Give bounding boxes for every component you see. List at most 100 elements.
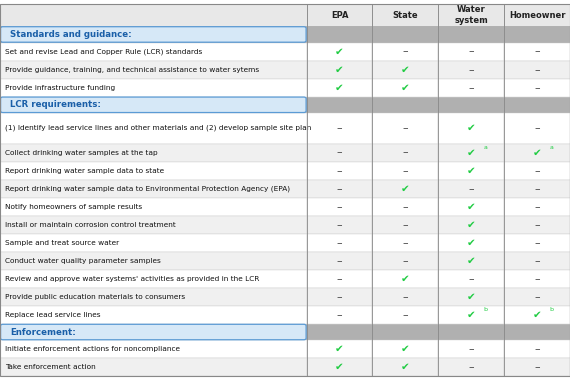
Text: –: – (402, 292, 408, 302)
Bar (373, 198, 438, 216)
Text: Replace lead service lines: Replace lead service lines (5, 312, 100, 318)
Text: ✔: ✔ (533, 310, 542, 320)
Bar (438, 144, 504, 162)
Text: –: – (337, 184, 343, 194)
Bar (307, 60, 373, 79)
Text: –: – (534, 123, 540, 133)
Bar (438, 113, 504, 144)
Bar (0, 60, 307, 79)
Bar (307, 198, 373, 216)
Text: ✔: ✔ (467, 147, 475, 158)
Text: Enforcement:: Enforcement: (10, 328, 76, 337)
Bar (438, 252, 504, 270)
Text: EPA: EPA (331, 11, 348, 20)
Text: –: – (402, 166, 408, 176)
Bar (307, 79, 373, 97)
Bar (373, 288, 438, 306)
Text: –: – (534, 256, 540, 266)
Bar (438, 340, 504, 358)
Bar (0, 306, 307, 324)
Bar (504, 60, 570, 79)
Bar (373, 60, 438, 79)
Bar (373, 180, 438, 198)
Text: ✔: ✔ (335, 47, 344, 57)
Text: –: – (337, 274, 343, 284)
Bar (307, 306, 373, 324)
Bar (438, 234, 504, 252)
Bar (307, 43, 373, 60)
Text: –: – (469, 274, 474, 284)
Text: –: – (534, 47, 540, 57)
FancyBboxPatch shape (1, 324, 306, 340)
Text: ✔: ✔ (467, 292, 475, 302)
Bar (373, 340, 438, 358)
Text: LCR requirements:: LCR requirements: (10, 100, 101, 109)
Text: ✔: ✔ (401, 184, 410, 194)
Text: Install or maintain corrosion control treatment: Install or maintain corrosion control tr… (5, 222, 176, 228)
Text: ✔: ✔ (467, 238, 475, 248)
Text: –: – (534, 184, 540, 194)
Text: ✔: ✔ (401, 65, 410, 74)
Text: Report drinking water sample data to state: Report drinking water sample data to sta… (5, 168, 164, 174)
Text: ✔: ✔ (401, 83, 410, 93)
Text: –: – (402, 310, 408, 320)
Bar (307, 180, 373, 198)
Bar (504, 288, 570, 306)
Bar (504, 306, 570, 324)
Text: State: State (393, 11, 418, 20)
Bar (438, 43, 504, 60)
Bar (0, 358, 307, 376)
Bar (504, 340, 570, 358)
Bar (0, 252, 307, 270)
Bar (307, 340, 373, 358)
Text: –: – (534, 362, 540, 372)
Text: b: b (549, 307, 553, 312)
Bar (373, 234, 438, 252)
Bar (504, 216, 570, 234)
Text: –: – (402, 147, 408, 158)
Bar (438, 79, 504, 97)
Text: –: – (402, 123, 408, 133)
Bar (504, 113, 570, 144)
Bar (307, 4, 373, 26)
Text: ✔: ✔ (467, 123, 475, 133)
Text: –: – (337, 147, 343, 158)
Text: ✔: ✔ (401, 344, 410, 354)
Bar (0, 216, 307, 234)
Text: –: – (402, 220, 408, 230)
Text: Provide infrastructure funding: Provide infrastructure funding (5, 85, 115, 91)
Text: Take enforcement action: Take enforcement action (5, 364, 95, 370)
Bar (0, 162, 307, 180)
Text: a: a (549, 145, 553, 150)
Bar (0, 79, 307, 97)
Text: Standards and guidance:: Standards and guidance: (10, 30, 132, 39)
Bar (373, 162, 438, 180)
Text: –: – (534, 202, 540, 212)
Text: Collect drinking water samples at the tap: Collect drinking water samples at the ta… (5, 150, 157, 155)
Bar (438, 4, 504, 26)
Text: Notify homeowners of sample results: Notify homeowners of sample results (5, 204, 142, 210)
Text: –: – (469, 65, 474, 74)
Bar (438, 60, 504, 79)
Text: Set and revise Lead and Copper Rule (LCR) standards: Set and revise Lead and Copper Rule (LCR… (5, 48, 202, 55)
Text: –: – (402, 202, 408, 212)
Text: ✔: ✔ (467, 202, 475, 212)
Text: ✔: ✔ (467, 256, 475, 266)
Text: –: – (337, 256, 343, 266)
Bar (0, 270, 307, 288)
Text: ✔: ✔ (467, 220, 475, 230)
Bar (373, 113, 438, 144)
Bar (373, 43, 438, 60)
Text: –: – (337, 292, 343, 302)
Bar (504, 79, 570, 97)
Text: –: – (402, 47, 408, 57)
FancyBboxPatch shape (1, 27, 306, 42)
Text: ✔: ✔ (533, 147, 542, 158)
Bar (373, 252, 438, 270)
Text: Homeowner: Homeowner (509, 11, 565, 20)
Bar (373, 79, 438, 97)
Text: –: – (337, 123, 343, 133)
Bar (438, 306, 504, 324)
Bar (373, 270, 438, 288)
Bar (307, 270, 373, 288)
